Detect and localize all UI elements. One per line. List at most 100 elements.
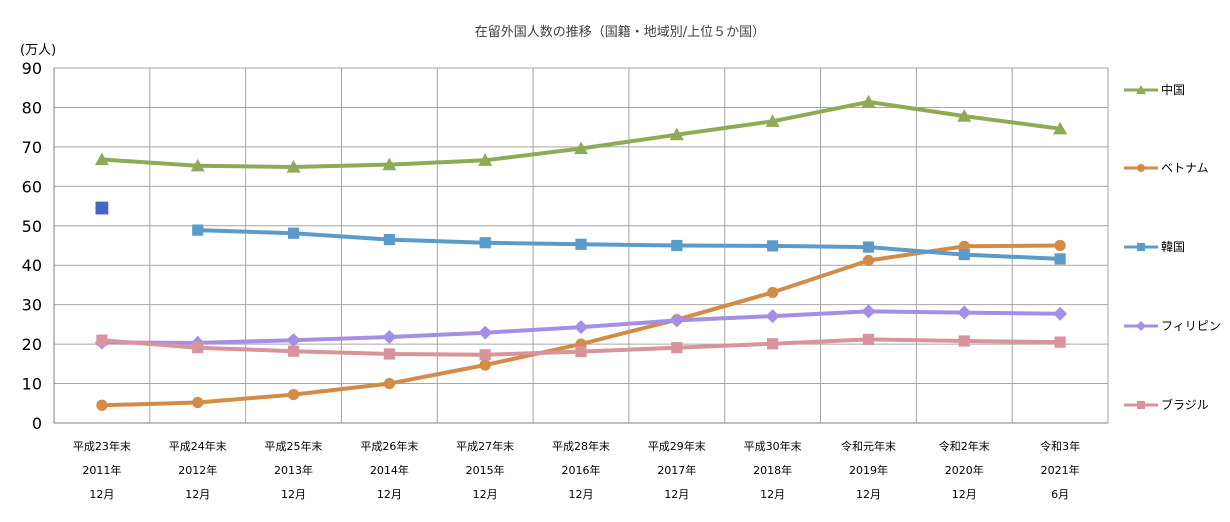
- series-3-point: [861, 304, 876, 319]
- series-3-point: [1053, 306, 1068, 321]
- x-tick-label: 2021年: [1041, 463, 1080, 477]
- series-4-point: [479, 349, 491, 361]
- legend-marker: [1136, 321, 1146, 331]
- series-2-line: [197, 228, 1061, 261]
- series-0-point: [94, 152, 109, 166]
- legend-label: 中国: [1161, 82, 1185, 97]
- series-0-point: [861, 94, 876, 108]
- x-tick-label: 令和3年: [1040, 439, 1080, 453]
- x-tick-label: 2018年: [753, 463, 792, 477]
- x-tick-label: 令和2年末: [939, 439, 990, 453]
- chart-title: 在留外国人数の推移（国籍・地域別/上位５か国）: [475, 24, 765, 40]
- x-tick-label: 12月: [569, 488, 594, 501]
- legend-marker: [1136, 85, 1146, 94]
- x-tick-label: 2017年: [657, 463, 696, 477]
- x-tick-label: 12月: [664, 488, 689, 501]
- x-tick-label: 平成28年末: [552, 439, 610, 453]
- x-tick-label: 6月: [1051, 488, 1069, 501]
- x-tick-label: 12月: [377, 488, 402, 501]
- y-tick-label: 50: [22, 217, 42, 236]
- x-tick-label: 12月: [281, 488, 306, 501]
- series-2-point: [958, 248, 970, 261]
- x-tick-label: 平成30年末: [744, 439, 802, 453]
- y-tick-label: 60: [22, 177, 42, 196]
- legend-marker: [1137, 164, 1145, 172]
- series-3-point: [574, 320, 588, 335]
- y-axis-unit-label: (万人): [20, 43, 56, 58]
- y-tick-label: 20: [22, 335, 42, 354]
- x-tick-label: 平成23年末: [73, 439, 131, 453]
- legend-marker: [1137, 243, 1145, 251]
- y-tick-label: 90: [22, 59, 42, 78]
- series-0-point: [765, 114, 780, 127]
- x-tick-label: 2011年: [82, 463, 121, 477]
- x-tick-label: 平成26年末: [360, 439, 418, 453]
- series-4-point: [575, 346, 587, 358]
- x-tick-label: 2014年: [370, 463, 409, 477]
- extra-point: [95, 201, 109, 215]
- series-2-point: [479, 237, 491, 249]
- series-3-point: [478, 325, 493, 340]
- series-0-point: [382, 157, 397, 171]
- x-tick-label: 12月: [760, 488, 785, 501]
- y-tick-label: 40: [22, 256, 42, 275]
- x-tick-label: 12月: [89, 488, 114, 501]
- series-4-point: [192, 342, 204, 354]
- series-4-point: [96, 334, 108, 346]
- series-1-point: [1054, 239, 1066, 252]
- series-2-point: [287, 227, 300, 239]
- series-2-point: [671, 239, 683, 252]
- series-0-point: [286, 160, 301, 173]
- series-0-point: [669, 127, 684, 141]
- series-3-point: [957, 305, 972, 320]
- y-tick-label: 70: [22, 138, 42, 157]
- series-1-point: [862, 254, 875, 267]
- series-2-point: [862, 241, 875, 253]
- series-2-point: [192, 224, 204, 236]
- legend-label: フィリピン: [1161, 319, 1221, 333]
- x-tick-label: 12月: [473, 488, 498, 501]
- x-tick-label: 平成24年末: [169, 439, 227, 453]
- series-1-point: [383, 377, 395, 390]
- legend-label: 韓国: [1161, 240, 1185, 254]
- x-tick-label: 2013年: [274, 463, 313, 477]
- series-1-point: [767, 286, 779, 299]
- legend-label: ベトナム: [1161, 161, 1209, 175]
- series-0-point: [957, 109, 972, 122]
- series-0-point: [478, 153, 493, 166]
- series-4-point: [383, 348, 395, 360]
- series-4-point: [1054, 336, 1066, 348]
- x-tick-label: 令和元年末: [841, 439, 896, 453]
- legend-label: ブラジル: [1161, 397, 1209, 412]
- series-2-point: [575, 238, 587, 250]
- x-tick-label: 平成27年末: [456, 439, 514, 453]
- series-3-point: [669, 313, 684, 328]
- series-1-point: [192, 396, 204, 409]
- series-2-point: [383, 233, 395, 246]
- y-tick-label: 30: [22, 296, 42, 315]
- x-tick-label: 平成25年末: [265, 439, 323, 453]
- x-tick-label: 2019年: [849, 463, 888, 477]
- series-1-point: [287, 389, 300, 401]
- series-2-point: [1054, 253, 1066, 265]
- series-4-point: [287, 345, 300, 357]
- y-tick-label: 10: [22, 375, 42, 394]
- x-tick-label: 12月: [185, 488, 210, 501]
- series-2-point: [767, 240, 779, 252]
- series-4-point: [958, 335, 970, 347]
- series-4-point: [862, 333, 875, 345]
- x-tick-label: 2020年: [945, 463, 984, 477]
- x-tick-label: 2016年: [562, 463, 601, 477]
- series-0-point: [1053, 121, 1068, 135]
- series-3-point: [765, 309, 780, 324]
- x-tick-label: 2012年: [178, 463, 217, 477]
- x-tick-label: 2015年: [466, 463, 505, 477]
- legend-marker: [1137, 401, 1145, 409]
- series-4-point: [671, 342, 683, 354]
- series-3-point: [382, 330, 397, 345]
- y-tick-label: 0: [32, 414, 42, 433]
- y-tick-label: 80: [22, 98, 42, 117]
- series-4-point: [767, 338, 779, 350]
